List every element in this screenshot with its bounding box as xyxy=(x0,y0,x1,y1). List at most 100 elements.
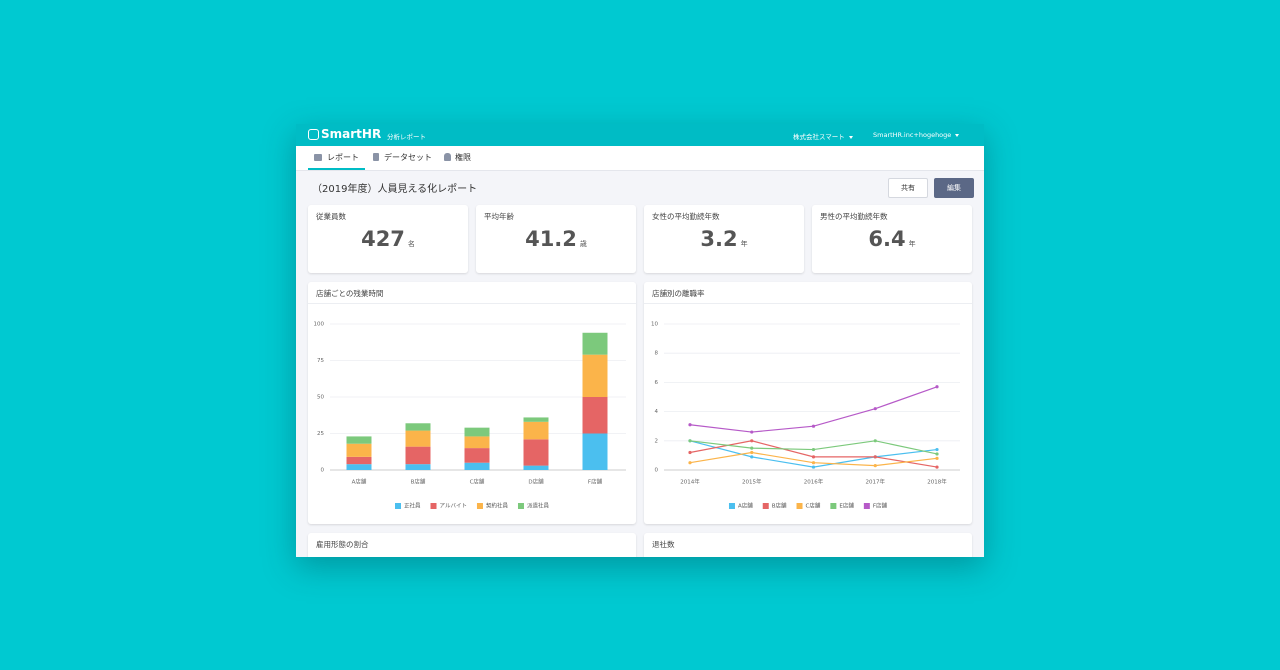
kpi-label: 女性の平均勤続年数 xyxy=(652,212,720,221)
share-button[interactable]: 共有 xyxy=(888,178,928,198)
y-tick-label: 8 xyxy=(655,351,659,357)
chart-card: 店舗ごとの残業時間 0 25 50 75 100 A店舗 B店舗 C店舗 D店舗 F店舗 正社員 アル… xyxy=(308,282,636,524)
tab[interactable]: レポート xyxy=(327,153,359,162)
bar-segment xyxy=(523,417,549,422)
bar-segment xyxy=(582,354,608,397)
line-point xyxy=(688,450,692,455)
kpi-value: 3.2 xyxy=(700,227,738,251)
legend-swatch xyxy=(796,503,803,509)
bar-segment xyxy=(405,423,431,431)
legend-label: A店舗 xyxy=(738,502,753,510)
tab[interactable]: 権限 xyxy=(455,153,471,162)
dropdown-arrow xyxy=(955,133,960,137)
chart: 0 2 4 6 8 10 2014年 2015年 2016年 2017年 2018年 A店舗 B店舗 C店… xyxy=(651,322,960,510)
line-point xyxy=(935,447,939,452)
section-card: 退社数 xyxy=(644,533,972,557)
tab-bar: レポート データセット 権限 xyxy=(296,146,984,171)
section-title: 退社数 xyxy=(652,540,675,549)
line-point xyxy=(811,424,816,428)
line-point xyxy=(935,465,939,469)
bar-segment xyxy=(346,436,372,444)
chart-title: 店舗ごとの残業時間 xyxy=(316,289,384,298)
edit-button[interactable]: 編集 xyxy=(934,178,974,198)
legend-swatch xyxy=(430,503,437,509)
bar-segment xyxy=(582,332,608,355)
kpi-value: 41.2 xyxy=(525,227,577,251)
line-point xyxy=(750,446,754,450)
line-point xyxy=(811,465,816,469)
legend: A店舗 B店舗 C店舗 E店舗 F店舗 xyxy=(728,502,888,510)
legend-swatch xyxy=(830,503,837,509)
kpi-card: 平均年齢 41.2 歳 xyxy=(476,205,636,273)
line-point xyxy=(811,461,816,465)
section-card: 雇用形態の割合 xyxy=(308,533,636,557)
bar-segment xyxy=(464,427,490,437)
legend: 正社員 アルバイト 契約社員 派遣社員 xyxy=(395,502,549,510)
x-tick-label: C店舗 xyxy=(470,478,485,486)
legend-swatch xyxy=(517,503,524,509)
bar-segment xyxy=(346,456,372,465)
tab-icon xyxy=(314,154,322,161)
y-tick-label: 4 xyxy=(655,409,659,415)
legend-label: 派遣社員 xyxy=(527,502,550,510)
legend-label: E店舗 xyxy=(839,502,854,510)
kpi-value: 6.4 xyxy=(868,227,906,251)
line-point xyxy=(935,385,939,389)
bar-segment xyxy=(523,465,549,470)
kpi-card: 男性の平均勤続年数 6.4 年 xyxy=(812,205,972,273)
line-point xyxy=(811,455,816,459)
kpi-value-wrap: 6.4 年 xyxy=(812,227,972,251)
line-point xyxy=(688,423,692,427)
legend-swatch xyxy=(863,503,870,509)
kpi-value: 427 xyxy=(361,227,405,251)
bar-segment xyxy=(523,421,549,440)
line-point xyxy=(750,455,754,459)
x-tick-label: 2015年 xyxy=(742,478,762,486)
logo-icon xyxy=(308,129,319,140)
bar-segment xyxy=(464,462,490,470)
kpi-card: 女性の平均勤続年数 3.2 年 xyxy=(644,205,804,273)
legend-label: B店舗 xyxy=(772,502,787,510)
chart-title: 店舗別の離職率 xyxy=(652,289,705,298)
company-menu[interactable]: 株式会社スマート xyxy=(793,131,853,141)
bar-segment xyxy=(346,464,372,470)
line-point xyxy=(873,439,877,443)
x-tick-label: B店舗 xyxy=(411,478,426,486)
tab-underline xyxy=(308,168,365,170)
chart-card: 店舗別の離職率 0 2 4 6 8 10 2014年 2015年 2016年 2017年 2018年… xyxy=(644,282,972,524)
bar-segment xyxy=(582,433,608,470)
y-tick-label: 75 xyxy=(317,358,324,364)
line-point xyxy=(688,439,692,443)
x-tick-label: 2018年 xyxy=(927,478,947,486)
kpi-unit: 年 xyxy=(740,240,748,248)
bar-segment xyxy=(405,464,431,470)
user-menu[interactable]: SmartHR.inc+hogehoge xyxy=(873,131,960,139)
line-point xyxy=(688,461,692,465)
kpi-value-wrap: 41.2 歳 xyxy=(476,227,636,251)
bar-segment xyxy=(346,443,372,457)
line-point xyxy=(873,464,877,468)
line-point xyxy=(935,452,939,456)
app-window: SmartHR 分析レポート 株式会社スマート SmartHR.inc+hoge… xyxy=(296,124,984,557)
kpi-card: 従業員数 427 名 xyxy=(308,205,468,273)
app-name: 分析レポート xyxy=(387,133,426,141)
legend-swatch xyxy=(395,503,401,509)
tab-icon xyxy=(444,153,451,161)
legend-label: 正社員 xyxy=(404,502,421,510)
dropdown-arrow xyxy=(848,135,853,139)
bar-segment xyxy=(523,439,549,466)
bar-segment xyxy=(405,446,431,465)
kpi-value-wrap: 427 名 xyxy=(308,227,468,251)
legend-label: 契約社員 xyxy=(486,502,509,510)
legend-label: C店舗 xyxy=(806,502,821,510)
kpi-label: 従業員数 xyxy=(316,212,346,221)
line-point xyxy=(873,455,877,459)
line-series xyxy=(689,440,938,455)
tab[interactable]: データセット xyxy=(384,153,432,162)
kpi-unit: 名 xyxy=(407,240,415,248)
legend-label: F店舗 xyxy=(873,502,888,510)
x-tick-label: F店舗 xyxy=(588,478,603,486)
x-tick-label: A店舗 xyxy=(352,478,367,486)
line-point xyxy=(750,430,754,434)
